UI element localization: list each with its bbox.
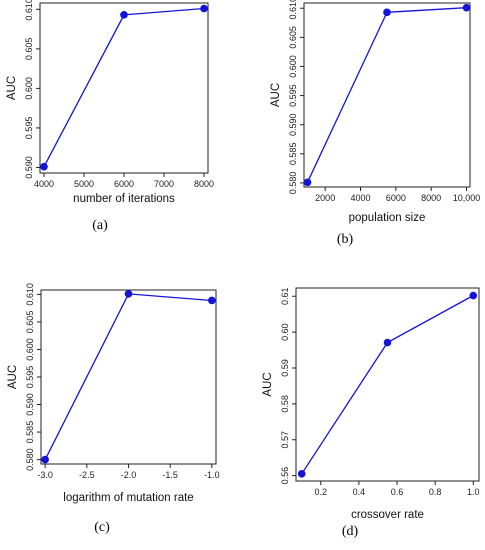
- chart-panel-b: 2000 4000 6000 8000 10,000 0.580 0.585 0.590 0.5…: [244, 0, 485, 260]
- y-tick-label: 0.580: [25, 448, 35, 471]
- series-line: [44, 293, 212, 460]
- series-line: [306, 7, 467, 183]
- y-tick-label: 0.595: [25, 366, 35, 389]
- x-tick-label: 0.6: [391, 487, 404, 497]
- caption-c: (c): [94, 520, 110, 535]
- y-tick-label: 0.585: [288, 143, 298, 166]
- y-tick-label: 0.60: [280, 323, 290, 341]
- series-line: [301, 294, 474, 475]
- x-axis-label: logarithm of mutation rate: [63, 492, 193, 504]
- x-tick-label: 6000: [114, 179, 134, 189]
- y-tick-label: 0.605: [24, 38, 34, 61]
- data-point: [297, 470, 306, 478]
- y-tick-label: 0.600: [24, 77, 34, 100]
- y-tick-label: 0.57: [280, 431, 290, 449]
- caption-d: (d): [341, 524, 359, 539]
- x-tick-label: -1.0: [204, 470, 220, 480]
- y-tick-label: 0.590: [25, 393, 35, 416]
- y-tick-label: 0.600: [25, 338, 35, 361]
- y-tick-label: 0.590: [24, 156, 34, 179]
- x-tick-label: 0.8: [429, 487, 442, 497]
- data-point: [200, 4, 208, 13]
- y-tick-label: 0.605: [288, 26, 298, 49]
- y-tick-label: 0.610: [24, 0, 34, 21]
- data-point: [383, 338, 392, 347]
- y-tick-label: 0.590: [288, 113, 298, 136]
- x-tick-label: 7000: [154, 179, 174, 189]
- plot-frame: [40, 289, 217, 465]
- x-axis-label: number of iterations: [73, 193, 175, 205]
- x-tick-label: 4000: [34, 179, 54, 189]
- y-tick-label: 0.605: [25, 311, 35, 334]
- caption-a: (a): [92, 218, 108, 233]
- y-tick-label: 0.61: [280, 287, 290, 305]
- series-line: [43, 7, 205, 168]
- y-tick-label: 0.610: [288, 0, 298, 20]
- x-tick-label: -2.5: [79, 470, 95, 480]
- data-point: [383, 8, 391, 17]
- x-tick-label: -2.0: [121, 470, 137, 480]
- data-point: [303, 178, 312, 187]
- chart-b-svg: 2000 4000 6000 8000 10,000 0.580 0.585 0.590 0.5…: [270, 0, 481, 224]
- y-tick-label: 0.58: [280, 395, 290, 413]
- y-axis-label: AUC: [270, 83, 282, 107]
- chart-panel-d: 0.2 0.4 0.6 0.8 1.0 0.56 0.57 0.58 0.59 0.60 0.61 c…: [244, 280, 485, 550]
- plot-frame: [39, 2, 209, 174]
- data-point: [124, 290, 133, 298]
- plot-frame: [303, 2, 471, 188]
- y-tick-label: 0.56: [280, 467, 290, 485]
- y-tick-label: 0.59: [280, 359, 290, 377]
- chart-a-svg: 4000 5000 6000 7000 8000 0.590 0.595 0.600 0.605…: [6, 0, 214, 205]
- x-axis-label: crossover rate: [351, 509, 424, 521]
- x-tick-label: 2000: [315, 193, 335, 203]
- x-axis-label: population size: [349, 212, 426, 224]
- x-tick-label: 6000: [386, 193, 406, 203]
- y-tick-label: 0.600: [288, 55, 298, 78]
- x-tick-label: 8000: [421, 193, 441, 203]
- x-tick-label: 8000: [194, 179, 214, 189]
- data-point: [208, 296, 216, 305]
- y-tick-label: 0.580: [288, 172, 298, 195]
- chart-c-svg: -3.0 -2.5 -2.0 -1.5 -1.0 0.580 0.585 0.590 0.595…: [7, 283, 220, 504]
- data-point: [40, 162, 48, 171]
- data-point: [462, 3, 471, 12]
- y-tick-label: 0.595: [288, 84, 298, 107]
- chart-panel-a: 4000 5000 6000 7000 8000 0.590 0.595 0.600 0.605…: [0, 0, 240, 240]
- y-tick-label: 0.595: [24, 117, 34, 140]
- chart-panel-c: -3.0 -2.5 -2.0 -1.5 -1.0 0.580 0.585 0.590 0.595…: [0, 280, 240, 550]
- x-tick-label: 10,000: [453, 193, 481, 203]
- data-point: [41, 455, 49, 464]
- x-tick-label: -1.5: [162, 470, 178, 480]
- x-tick-label: 4000: [350, 193, 370, 203]
- plot-frame: [295, 287, 480, 482]
- x-tick-label: 5000: [74, 179, 94, 189]
- caption-b: (b): [336, 232, 354, 247]
- x-tick-label: 0.4: [353, 487, 366, 497]
- y-axis-label: AUC: [6, 76, 18, 100]
- chart-d-svg: 0.2 0.4 0.6 0.8 1.0 0.56 0.57 0.58 0.59 0.60 0.61 c…: [262, 287, 480, 521]
- x-tick-label: 0.2: [315, 487, 328, 497]
- y-axis-label: AUC: [262, 372, 274, 396]
- data-point: [120, 11, 128, 19]
- y-tick-label: 0.585: [25, 421, 35, 444]
- x-tick-label: 1.0: [467, 487, 480, 497]
- y-tick-label: 0.610: [25, 283, 35, 306]
- y-axis-label: AUC: [7, 365, 19, 389]
- x-tick-label: -3.0: [37, 470, 53, 480]
- data-point: [469, 291, 478, 300]
